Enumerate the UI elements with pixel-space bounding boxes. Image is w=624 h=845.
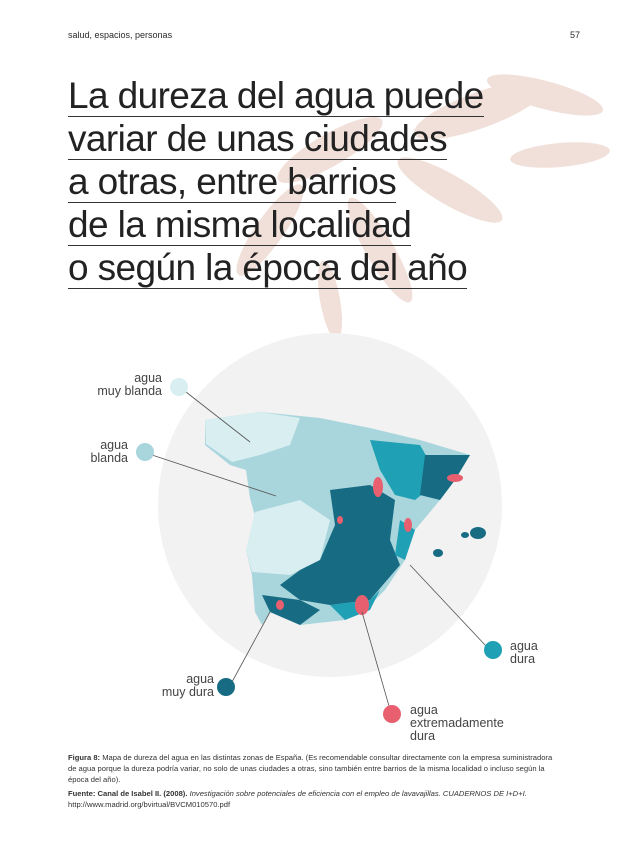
caption-text: Mapa de dureza del agua en las distintas…: [68, 753, 553, 784]
leader-lines: [151, 391, 487, 707]
legend-text: dura: [510, 652, 536, 666]
title-line: o según la época del año: [68, 247, 468, 289]
legend-text: muy blanda: [97, 384, 162, 398]
legend-item: agua muy dura: [162, 673, 214, 699]
legend-text: blanda: [90, 451, 128, 465]
legend-item: agua extremadamente dura: [410, 704, 504, 743]
figure-source: Fuente: Canal de Isabel II. (2008). Inve…: [68, 788, 558, 810]
legend-text: extremadamente: [410, 716, 504, 730]
title-line: a otras, entre barrios: [68, 161, 397, 203]
legend-text: agua: [134, 371, 162, 385]
source-author: Canal de Isabel II. (2008).: [97, 789, 188, 798]
leaf-decoration: [236, 74, 610, 340]
legend-text: muy dura: [161, 685, 214, 699]
legend-text: dura: [410, 729, 436, 743]
legend-dots: [136, 378, 502, 723]
legend-text: agua: [186, 672, 214, 686]
source-work: Investigación sobre potenciales de efici…: [189, 789, 527, 798]
section-header: salud, espacios, personas: [68, 30, 173, 40]
legend-text: agua: [510, 639, 538, 653]
legend-item: agua dura: [510, 640, 538, 666]
spain-map: [205, 412, 486, 625]
title-line: La dureza del agua puede: [68, 75, 484, 117]
legend-item: agua blanda: [90, 439, 128, 465]
figure-caption: Figura 8: Mapa de dureza del agua en las…: [68, 752, 558, 785]
legend-text: agua: [410, 703, 438, 717]
legend-text: agua: [100, 438, 128, 452]
source-url: http://www.madrid.org/bvirtual/BVCM01057…: [68, 800, 231, 809]
title-line: de la misma localidad: [68, 204, 412, 246]
legend-item: agua muy blanda: [97, 372, 162, 398]
caption-label: Figura 8:: [68, 753, 101, 762]
page-number: 57: [569, 30, 580, 40]
source-label: Fuente:: [68, 789, 96, 798]
title-line: variar de unas ciudades: [68, 118, 448, 160]
